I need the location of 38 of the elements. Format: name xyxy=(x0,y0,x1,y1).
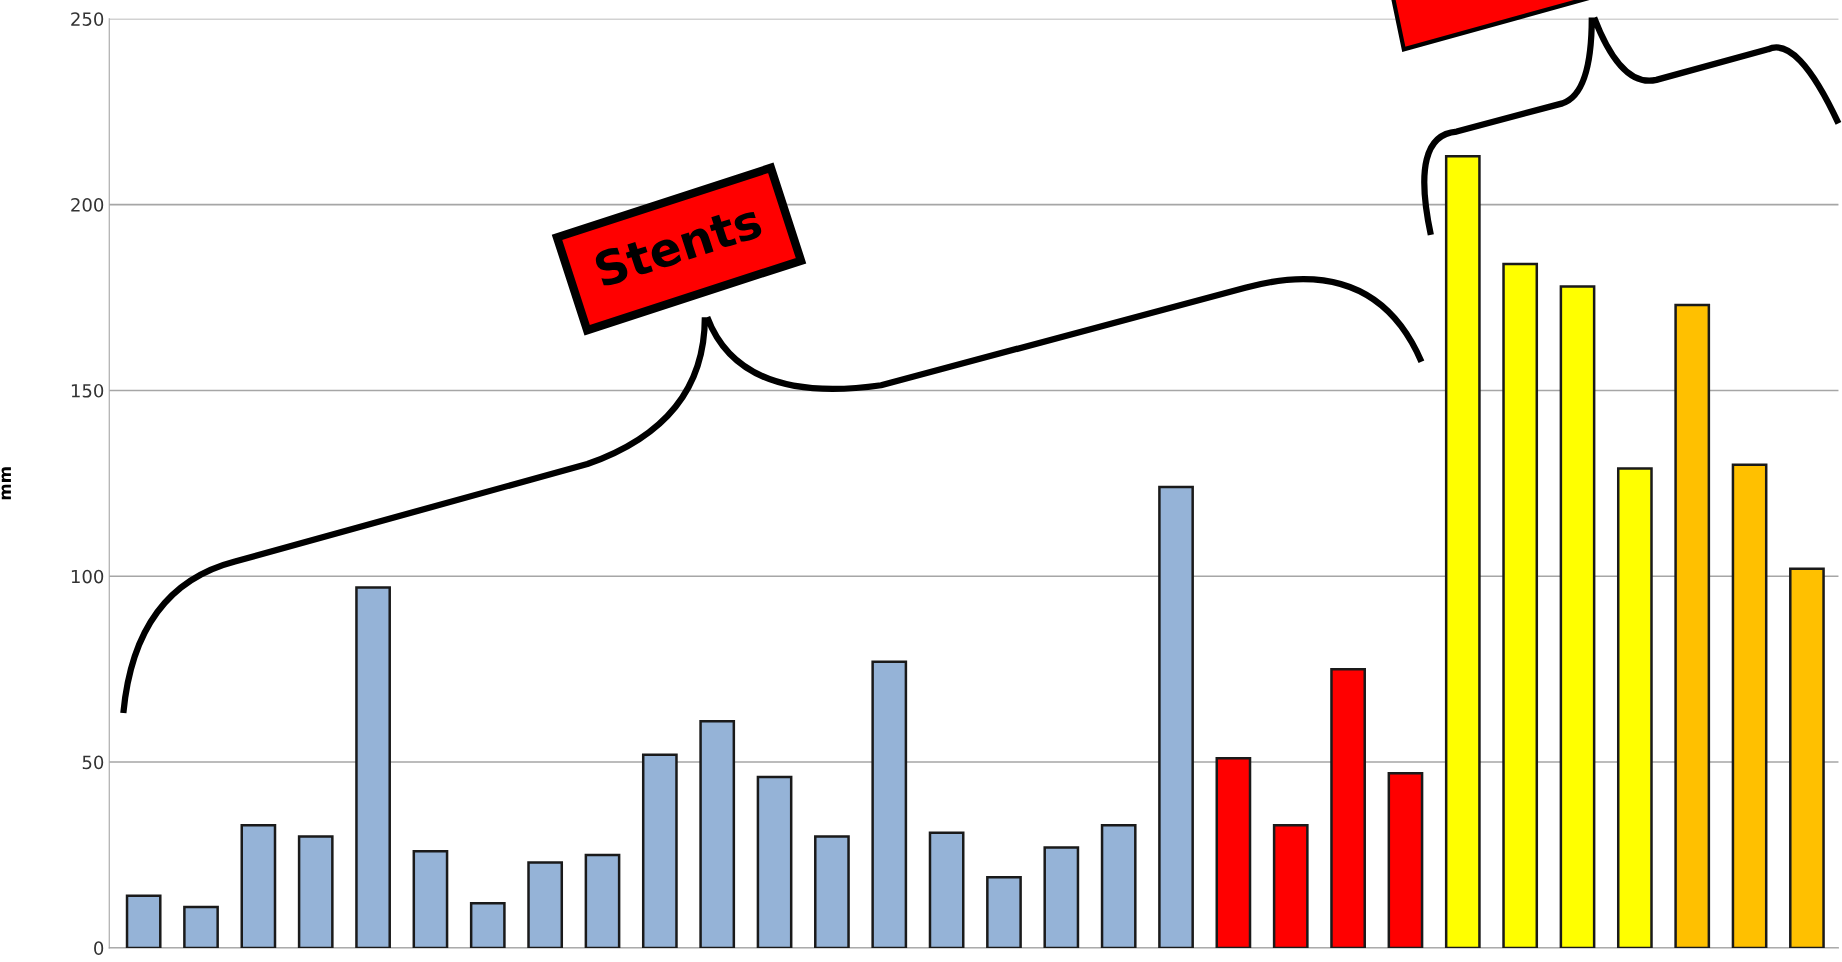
bar xyxy=(641,753,678,948)
bar xyxy=(1789,567,1825,948)
y-tick-label: 250 xyxy=(71,12,104,26)
bar xyxy=(1444,155,1481,948)
y-tick-label: 150 xyxy=(71,383,104,398)
bar xyxy=(527,861,564,948)
bar xyxy=(1330,667,1366,948)
bar xyxy=(183,905,219,948)
bar xyxy=(297,835,334,948)
bar xyxy=(928,831,965,948)
y-tick-label: 200 xyxy=(71,198,104,212)
bar xyxy=(1043,846,1080,948)
bar xyxy=(1100,824,1137,948)
bar xyxy=(756,775,793,948)
bar xyxy=(1559,285,1596,948)
y-tick-label: 50 xyxy=(82,755,104,770)
bar xyxy=(469,902,506,948)
y-axis-title: mm xyxy=(1,467,11,500)
bar xyxy=(1215,757,1252,948)
bar xyxy=(1731,463,1768,948)
y-tick-label: 0 xyxy=(94,941,104,956)
bar xyxy=(1387,771,1424,948)
bar xyxy=(1616,467,1653,948)
bar xyxy=(125,894,162,948)
bar xyxy=(1502,262,1539,948)
bar xyxy=(699,719,736,948)
bar xyxy=(814,835,850,948)
bar xyxy=(986,876,1022,948)
bar xyxy=(871,660,908,948)
annotation: Stents xyxy=(593,202,764,288)
bar xyxy=(240,824,277,948)
bar xyxy=(412,850,449,948)
bar xyxy=(1158,485,1194,948)
y-tick-label: 100 xyxy=(71,569,104,584)
bar xyxy=(355,586,391,948)
bar xyxy=(1272,824,1309,948)
bar xyxy=(1674,303,1711,948)
bar xyxy=(584,853,621,948)
